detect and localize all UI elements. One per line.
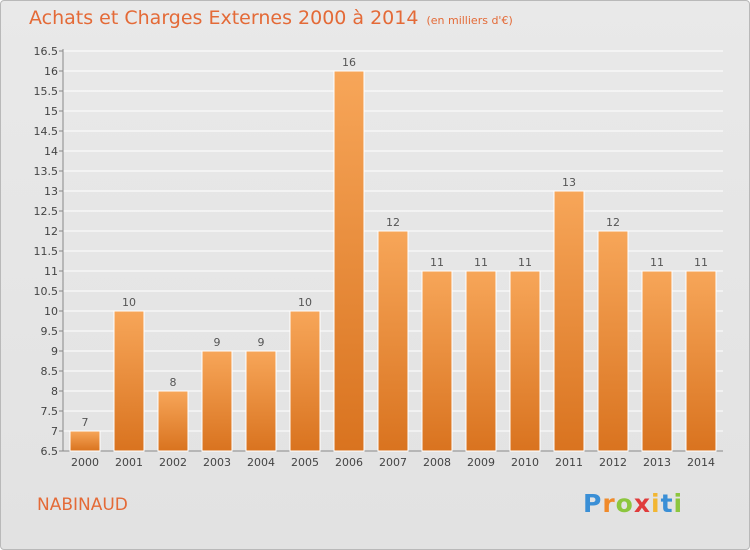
y-tick-label: 12.5 [34,205,59,218]
y-tick-label: 15.5 [34,85,59,98]
data-label: 12 [386,216,400,229]
data-label: 9 [214,336,221,349]
logo-letter: t [660,489,674,518]
data-label: 13 [562,176,576,189]
y-tick-label: 16 [44,65,58,78]
y-tick-label: 7.5 [41,405,59,418]
x-tick-label: 2003 [203,456,231,469]
y-tick-label: 15 [44,105,58,118]
chart-unit: (en milliers d'€) [426,14,513,27]
x-tick-label: 2014 [687,456,715,469]
y-tick-label: 9.5 [41,325,59,338]
data-label: 11 [430,256,444,269]
proxiti-logo: Proxiti [583,489,683,518]
y-tick-label: 8 [51,385,58,398]
chart-title: Achats et Charges Externes 2000 à 2014 [29,7,419,29]
data-label: 11 [518,256,532,269]
bar [597,230,629,452]
data-label: 10 [122,296,136,309]
logo-letter: P [583,489,603,518]
y-tick-label: 13 [44,185,58,198]
data-label: 11 [474,256,488,269]
commune-name: NABINAUD [37,495,128,515]
y-tick-label: 11.5 [34,245,59,258]
bar [113,310,145,452]
bar [641,270,673,452]
x-tick-label: 2009 [467,456,495,469]
y-tick-label: 6.5 [41,445,59,458]
x-tick-label: 2001 [115,456,143,469]
bar [157,390,189,452]
bar [289,310,321,452]
y-tick-label: 10 [44,305,58,318]
y-tick-label: 14 [44,145,58,158]
data-label: 9 [258,336,265,349]
bar [377,230,409,452]
x-tick-label: 2012 [599,456,627,469]
y-tick-label: 10.5 [34,285,59,298]
y-tick-label: 12 [44,225,58,238]
data-label: 7 [82,416,89,429]
logo-letter: r [602,489,616,518]
y-tick-label: 16.5 [34,45,59,58]
bar [685,270,717,452]
x-tick-label: 2007 [379,456,407,469]
data-label: 12 [606,216,620,229]
y-tick-label: 11 [44,265,58,278]
y-tick-label: 14.5 [34,125,59,138]
bar [69,430,101,452]
bar [201,350,233,452]
x-tick-label: 2000 [71,456,99,469]
logo-letter: x [633,489,651,518]
logo-letter: i [673,489,684,518]
y-tick-label: 8.5 [41,365,59,378]
data-label: 16 [342,56,356,69]
x-tick-label: 2010 [511,456,539,469]
logo-letter: i [651,489,661,518]
data-label: 11 [694,256,708,269]
x-tick-label: 2004 [247,456,275,469]
bar [465,270,497,452]
data-label: 10 [298,296,312,309]
y-tick-label: 7 [51,425,58,438]
x-tick-label: 2002 [159,456,187,469]
y-tick-label: 9 [51,345,58,358]
x-tick-label: 2013 [643,456,671,469]
x-tick-label: 2005 [291,456,319,469]
data-label: 8 [170,376,177,389]
bar [333,70,365,452]
logo-letter: o [615,489,634,518]
data-label: 11 [650,256,664,269]
x-tick-label: 2006 [335,456,363,469]
bar [245,350,277,452]
bar [421,270,453,452]
x-tick-label: 2008 [423,456,451,469]
bar [553,190,585,452]
chart-title-block: Achats et Charges Externes 2000 à 2014 (e… [29,7,513,29]
y-tick-label: 13.5 [34,165,59,178]
x-tick-label: 2011 [555,456,583,469]
bar [509,270,541,452]
